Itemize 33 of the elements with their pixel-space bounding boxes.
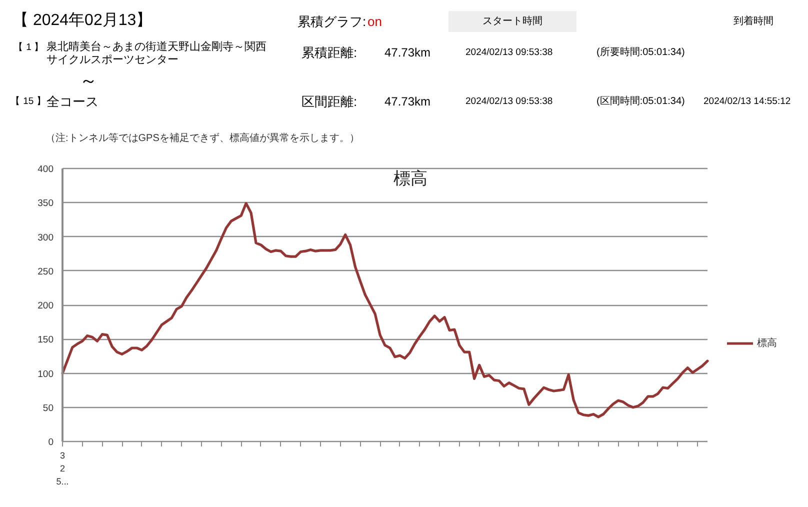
y-tick-label: 350 [38, 198, 54, 210]
text: スタート時間 [482, 15, 542, 27]
text: （注:トンネル等ではGPSを補足できず、標高値が異常を示します。） [46, 132, 360, 144]
text: 【 2024年02月13】 [12, 11, 152, 29]
text: 全コース [46, 94, 98, 109]
text: on [368, 14, 382, 29]
text: 47.73km [384, 46, 431, 60]
line-series [61, 202, 709, 418]
text: (区間時間:05:01:34) [596, 95, 685, 107]
text: 累積距離: [302, 45, 358, 60]
text: 区間距離: [302, 94, 358, 109]
y-tick-label: 100 [38, 368, 54, 380]
text: 47.73km [384, 94, 431, 108]
legend-label: 標高 [757, 336, 777, 350]
text: 2024/02/13 09:53:38 [466, 47, 553, 58]
y-tick-label: 250 [38, 266, 54, 278]
text: 泉北晴美台～あまの街道天野山金剛寺～関西サイクルスポーツセンター [46, 40, 266, 66]
y-tick-label: 200 [38, 300, 54, 312]
y-tick-label: 150 [38, 334, 54, 346]
text: 2024/02/13 09:53:38 [466, 96, 553, 107]
text: 2024/02/13 14:55:12 [704, 96, 791, 107]
text: 【 15 】 [10, 95, 46, 107]
text: ～ [80, 70, 98, 90]
text: (所要時間:05:01:34) [596, 46, 685, 58]
chart-title: 標高 [394, 169, 428, 188]
text: 【 1 】 [14, 41, 44, 53]
text: 到着時間 [734, 15, 774, 27]
x-tick-label: 3 2 5... [56, 450, 69, 486]
y-tick-label: 50 [42, 402, 54, 414]
y-tick-label: 400 [38, 164, 54, 175]
y-tick-label: 300 [38, 232, 54, 244]
y-tick-label: 0 [48, 437, 54, 448]
text: 累積グラフ: [298, 14, 366, 29]
